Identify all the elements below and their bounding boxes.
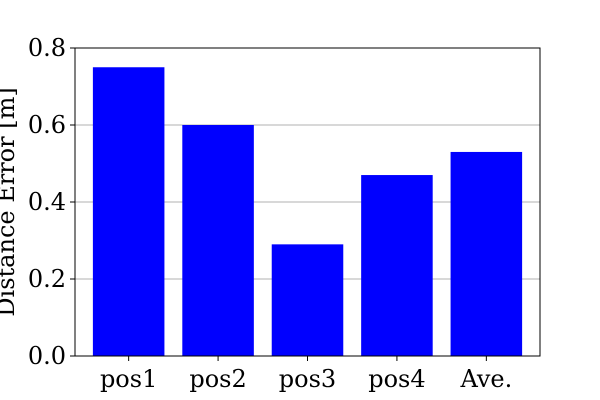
y-tick-label: 0.8 bbox=[28, 34, 66, 62]
y-tick-label: 0.0 bbox=[28, 342, 66, 370]
x-axis-ticks: pos1 pos2 pos3 pos4 Ave. bbox=[100, 356, 512, 393]
x-tick-label: Ave. bbox=[459, 365, 512, 393]
x-tick-label: pos3 bbox=[279, 365, 336, 393]
x-tick-label: pos2 bbox=[189, 365, 246, 393]
bar-pos3 bbox=[271, 244, 344, 356]
y-axis-title: Distance Error [m] bbox=[0, 87, 20, 316]
x-tick-label: pos1 bbox=[100, 365, 157, 393]
y-tick-label: 0.6 bbox=[28, 111, 66, 139]
bar-ave bbox=[450, 151, 523, 356]
y-tick-label: 0.4 bbox=[28, 188, 66, 216]
y-axis-ticks: 0.0 0.2 0.4 0.6 0.8 bbox=[28, 34, 75, 370]
bar-pos4 bbox=[361, 175, 433, 356]
bars bbox=[92, 67, 523, 356]
bar-pos2 bbox=[182, 125, 254, 356]
x-tick-label: pos4 bbox=[368, 365, 425, 393]
bar-pos1 bbox=[92, 67, 165, 356]
y-tick-label: 0.2 bbox=[28, 265, 66, 293]
